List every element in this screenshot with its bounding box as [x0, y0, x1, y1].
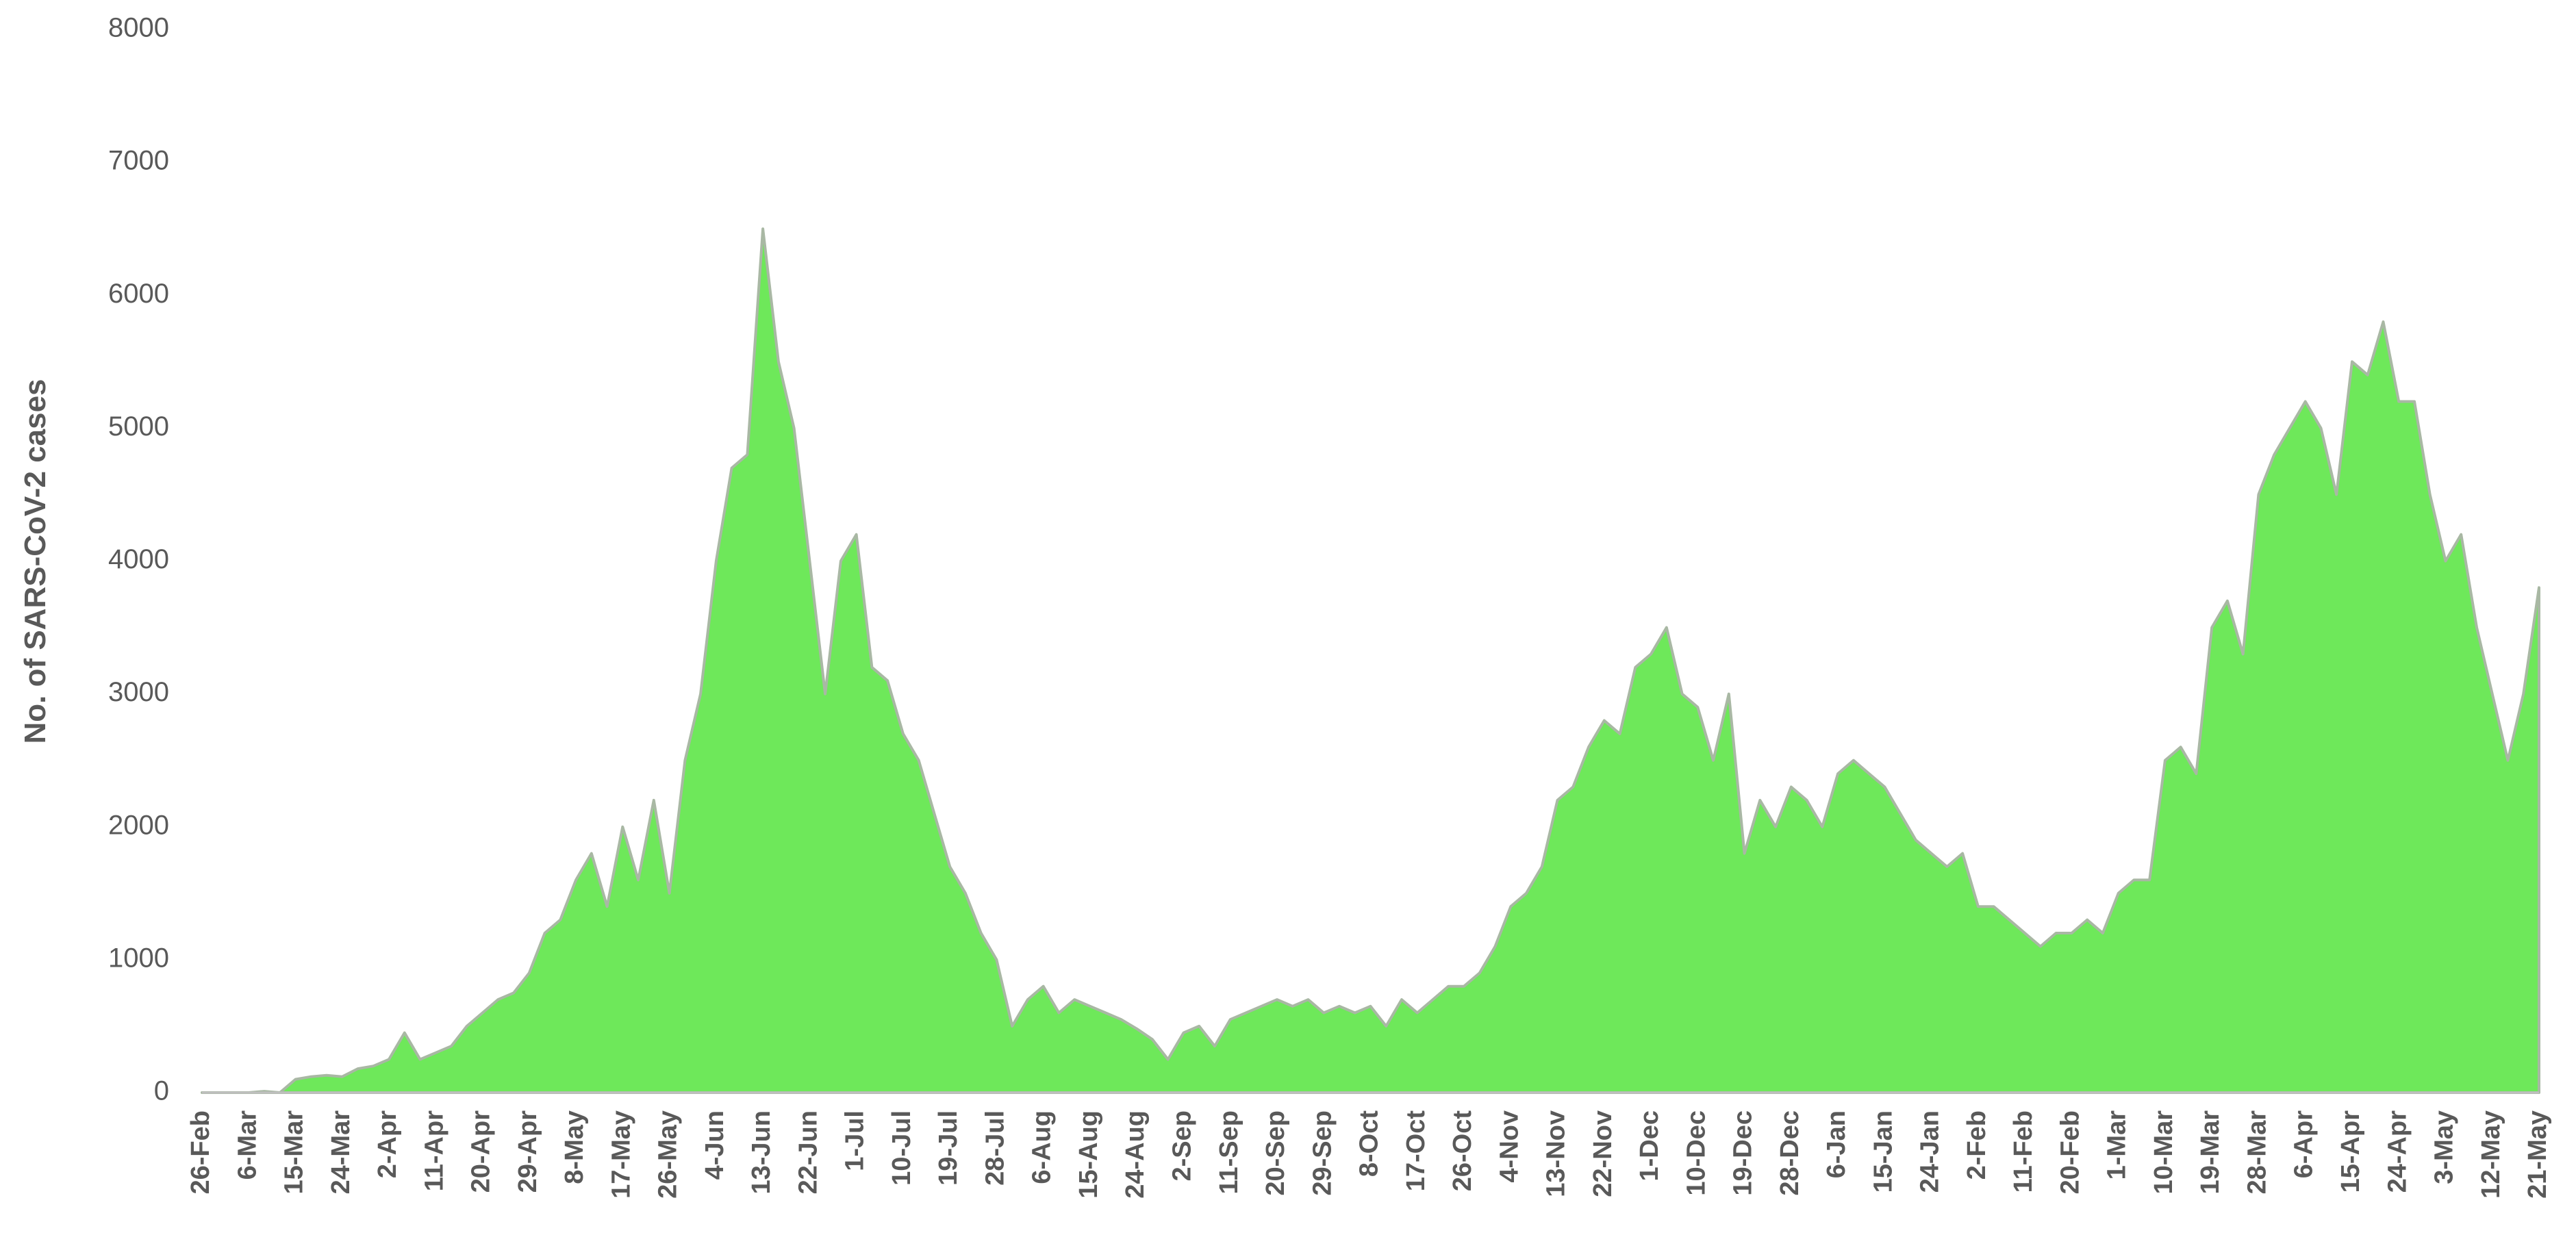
y-tick-label: 8000	[108, 13, 169, 43]
x-tick-label: 11-Apr	[420, 1110, 449, 1191]
x-tick-label: 22-Nov	[1589, 1110, 1617, 1197]
x-tick-label: 1-Jul	[841, 1110, 870, 1171]
x-tick-label: 1-Dec	[1635, 1110, 1664, 1182]
x-tick-label: 17-May	[607, 1110, 635, 1199]
x-tick-label: 22-Jun	[794, 1110, 822, 1194]
x-tick-label: 2-Feb	[1962, 1110, 1991, 1180]
x-tick-label: 2-Sep	[1167, 1110, 1196, 1181]
y-tick-label: 4000	[108, 544, 169, 574]
x-tick-label: 20-Apr	[467, 1110, 496, 1193]
x-tick-label: 17-Oct	[1402, 1110, 1430, 1192]
x-tick-label: 6-Mar	[233, 1110, 262, 1180]
x-tick-label: 24-Aug	[1121, 1110, 1150, 1199]
y-tick-label: 0	[154, 1076, 169, 1106]
x-tick-label: 15-Mar	[280, 1110, 309, 1195]
x-tick-label: 15-Apr	[2336, 1110, 2365, 1193]
area	[201, 227, 2540, 1094]
x-tick-label: 6-Jan	[1822, 1110, 1851, 1178]
x-tick-label: 11-Sep	[1215, 1110, 1243, 1195]
x-tick-label: 8-May	[560, 1110, 589, 1184]
x-tick-label: 10-Jul	[887, 1110, 916, 1186]
x-tick-label: 13-Jun	[747, 1110, 776, 1194]
y-tick-label: 5000	[108, 411, 169, 442]
x-tick-label: 24-Apr	[2383, 1110, 2412, 1193]
x-tick-label: 8-Oct	[1355, 1110, 1384, 1177]
x-tick-label: 29-Apr	[514, 1110, 542, 1193]
x-tick-label: 26-Oct	[1448, 1110, 1477, 1192]
x-tick-label: 15-Jan	[1869, 1110, 1897, 1193]
x-tick-label: 3-May	[2430, 1110, 2459, 1184]
x-tick-label: 6-Apr	[2290, 1110, 2319, 1178]
x-tick-label: 20-Sep	[1261, 1110, 1290, 1196]
x-tick-label: 12-May	[2477, 1110, 2505, 1199]
x-tick-label: 24-Mar	[327, 1110, 355, 1195]
x-tick-label: 15-Aug	[1074, 1110, 1103, 1199]
x-tick-label: 11-Feb	[2009, 1110, 2038, 1193]
y-tick-label: 1000	[108, 943, 169, 973]
x-tick-label: 13-Nov	[1542, 1110, 1571, 1197]
x-tick-label: 19-Dec	[1729, 1110, 1758, 1196]
x-tick-label: 2-Apr	[373, 1110, 402, 1178]
x-tick-label: 26-May	[654, 1110, 683, 1199]
x-tick-label: 21-May	[2523, 1110, 2552, 1199]
x-tick-label: 26-Feb	[186, 1110, 215, 1194]
x-tick-label: 28-Dec	[1776, 1110, 1804, 1196]
y-axis-title: No. of SARS-CoV-2 cases	[18, 379, 52, 743]
x-tick-label: 28-Mar	[2243, 1110, 2271, 1195]
x-tick-label: 19-Jul	[934, 1110, 963, 1186]
y-tick-label: 3000	[108, 677, 169, 707]
x-tick-label: 29-Sep	[1308, 1110, 1337, 1196]
x-tick-label: 24-Jan	[1916, 1110, 1945, 1193]
x-tick-label: 19-Mar	[2196, 1110, 2225, 1195]
y-tick-label: 2000	[108, 810, 169, 840]
y-tick-label: 7000	[108, 146, 169, 176]
x-tick-label: 20-Feb	[2056, 1110, 2084, 1194]
x-tick-label: 1-Mar	[2103, 1110, 2132, 1180]
x-tick-label: 4-Jun	[700, 1110, 729, 1180]
x-tick-label: 10-Mar	[2149, 1110, 2178, 1195]
x-tick-label: 10-Dec	[1682, 1110, 1710, 1196]
x-tick-label: 28-Jul	[981, 1110, 1009, 1186]
x-tick-label: 6-Aug	[1028, 1110, 1057, 1184]
y-tick-label: 6000	[108, 279, 169, 309]
x-tick-label: 4-Nov	[1495, 1110, 1524, 1183]
